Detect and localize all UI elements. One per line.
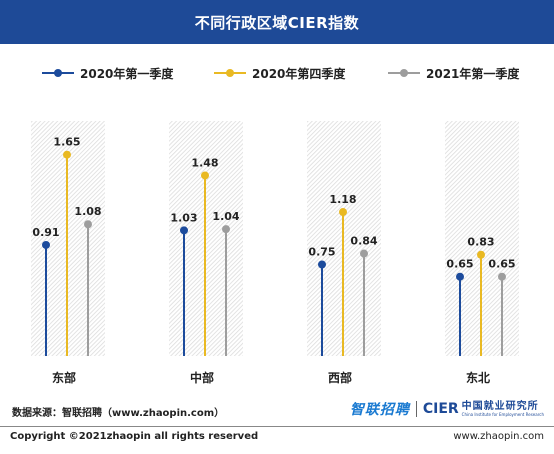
point-0-1 [63,150,71,159]
value-label-3-0: 0.65 [446,258,473,271]
value-label-2-1: 1.18 [329,193,356,206]
value-label-2-2: 0.84 [350,235,377,248]
point-3-1 [477,250,485,259]
point-0-2 [84,220,92,229]
legend-swatch-2020q1 [42,62,74,84]
data-source: 数据来源：智联招聘（www.zhaopin.com） [12,408,225,419]
point-1-1 [201,171,209,180]
website: www.zhaopin.com [453,431,544,442]
value-label-2-0: 0.75 [308,246,335,259]
copyright: Copyright ©2021zhaopin all rights reserv… [10,431,259,442]
point-1-0 [180,226,188,235]
legend-label-2020q4: 2020年第四季度 [252,66,346,81]
value-label-1-1: 1.48 [191,156,218,169]
value-label-3-1: 0.83 [467,236,494,249]
legend-label-2020q1: 2020年第一季度 [80,66,174,81]
chart-header: 不同行政区域CIER指数 [0,0,554,44]
legend-item-2021q1: 2021年第一季度 [388,62,519,84]
point-3-2 [498,272,506,281]
institute-logo: 中国就业研究所 China Institute for Employment R… [461,400,544,417]
point-2-0 [318,260,326,269]
point-0-0 [42,240,50,249]
legend-label-2021q1: 2021年第一季度 [426,66,520,81]
category-label-2: 西部 [328,370,352,385]
chart-title: 不同行政区域CIER指数 [194,13,360,32]
value-label-1-0: 1.03 [170,211,197,224]
point-2-1 [339,208,347,217]
cier-logo: CIER [422,401,459,417]
legend-swatch-2021q1 [388,62,420,84]
logo-divider [415,401,417,417]
value-label-1-2: 1.04 [212,210,239,223]
value-label-0-0: 0.91 [32,226,59,239]
legend-swatch-2020q4 [214,62,246,84]
legend: 2020年第一季度 2020年第四季度 2021年第一季度 [0,62,554,84]
zhaopin-logo: 智联招聘 [349,402,410,418]
value-label-3-2: 0.65 [488,258,515,271]
footer-divider [0,426,554,427]
point-2-2 [360,249,368,258]
category-label-3: 东北 [466,370,490,385]
value-label-0-1: 1.65 [53,136,80,149]
category-label-0: 东部 [52,370,76,385]
lollipop-chart: 东部 0.91 1.65 1.08 中部 1.03 1.48 1.04 西部 0.75 1.18 0.… [31,121,519,385]
value-label-0-2: 1.08 [74,205,101,218]
legend-item-2020q1: 2020年第一季度 [42,62,173,84]
institute-name-en: China Institute for Employment Research [461,411,544,417]
category-label-1: 中部 [190,370,214,385]
logos: 智联招聘 CIER 中国就业研究所 China Institute for Em… [350,398,544,420]
point-3-0 [456,272,464,281]
legend-item-2020q4: 2020年第四季度 [214,62,345,84]
institute-name-cn: 中国就业研究所 [461,400,539,412]
point-1-2 [222,225,230,234]
